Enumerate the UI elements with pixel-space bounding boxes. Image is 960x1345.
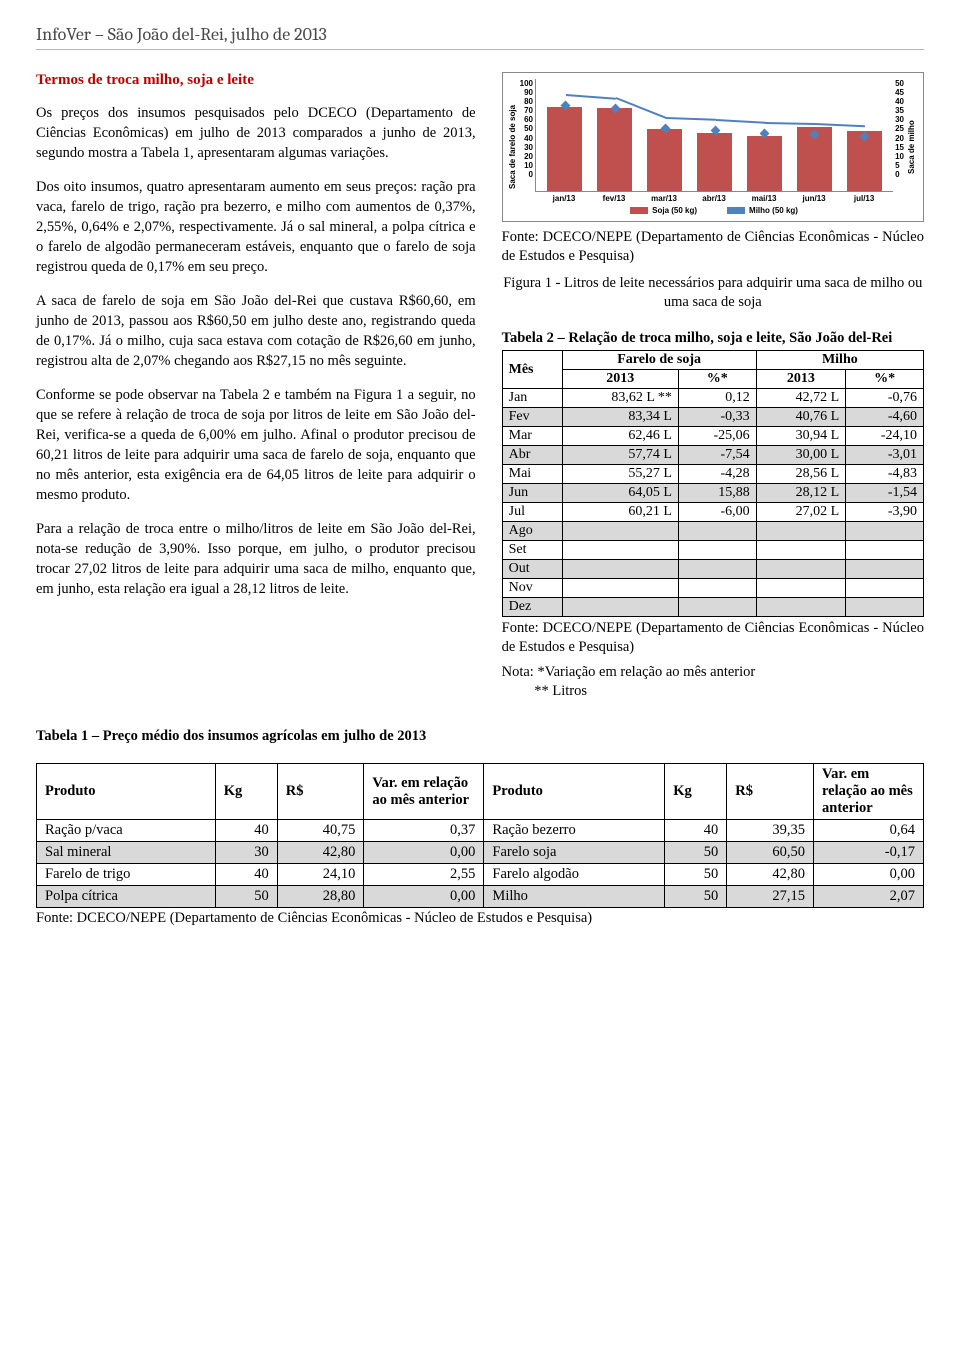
- table1-title: Tabela 1 – Preço médio dos insumos agríc…: [36, 727, 924, 746]
- two-column-layout: Termos de troca milho, soja e leite Os p…: [36, 72, 924, 707]
- paragraph-3: A saca de farelo de soja em São João del…: [36, 291, 476, 371]
- table-2: MêsFarelo de sojaMilho2013%*2013%*Jan83,…: [502, 350, 924, 617]
- paragraph-5: Para a relação de troca entre o milho/li…: [36, 519, 476, 599]
- page-header: InfoVer – São João del-Rei, julho de 201…: [36, 24, 924, 50]
- section-title: Termos de troca milho, soja e leite: [36, 72, 476, 89]
- right-column: Saca de farelo de soja100908070605040302…: [502, 72, 924, 707]
- table2-source: Fonte: DCECO/NEPE (Departamento de Ciênc…: [502, 619, 924, 657]
- table2-title: Tabela 2 – Relação de troca milho, soja …: [502, 329, 924, 348]
- paragraph-2: Dos oito insumos, quatro apresentaram au…: [36, 177, 476, 277]
- paragraph-4: Conforme se pode observar na Tabela 2 e …: [36, 385, 476, 505]
- figure-caption: Figura 1 - Litros de leite necessários p…: [502, 274, 924, 312]
- chart-source: Fonte: DCECO/NEPE (Departamento de Ciênc…: [502, 228, 924, 266]
- table1-source: Fonte: DCECO/NEPE (Departamento de Ciênc…: [36, 910, 924, 927]
- paragraph-1: Os preços dos insumos pesquisados pelo D…: [36, 103, 476, 163]
- chart-figure-1: Saca de farelo de soja100908070605040302…: [502, 72, 924, 222]
- left-column: Termos de troca milho, soja e leite Os p…: [36, 72, 476, 707]
- table-1: ProdutoKgR$Var. em relação ao mês anteri…: [36, 763, 924, 908]
- table2-note: Nota: *Variação em relação ao mês anteri…: [502, 663, 924, 701]
